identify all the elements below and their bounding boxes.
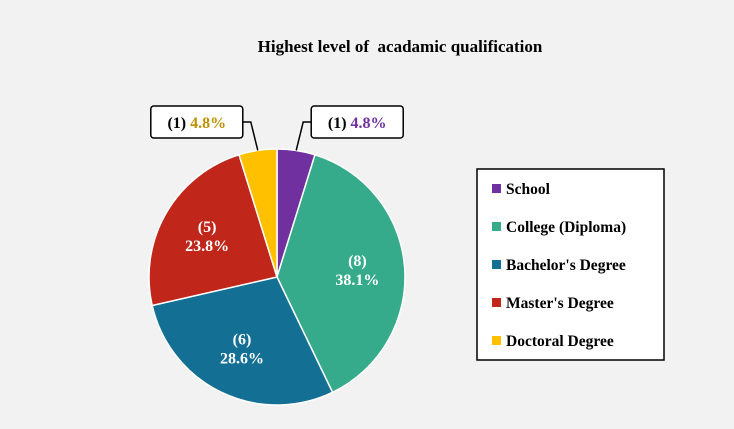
pie-slice-bachelor-s-degree [151, 276, 334, 406]
callout-doctoral-degree: (1) 4.8% [150, 105, 259, 151]
legend-swatch-college-diploma [492, 222, 501, 231]
legend-swatch-bachelor-s-degree [492, 260, 501, 269]
legend-item-doctoral-degree: Doctoral Degree [492, 333, 614, 350]
legend-label-master-s-degree: Master's Degree [506, 295, 614, 312]
svg-text:(1) 4.8%: (1) 4.8% [328, 115, 387, 132]
legend-swatch-master-s-degree [492, 298, 501, 307]
svg-text:(1) 4.8%: (1) 4.8% [167, 115, 226, 132]
data-label-master-s-degree: (5) 23.8% [185, 219, 229, 255]
pie-slice-doctoral-degree [238, 148, 278, 278]
chart-title: Highest level of acadamic qualification [258, 37, 543, 56]
legend: School College (Diploma) Bachelor's Degree… [476, 168, 665, 361]
pie-slice-master-s-degree [148, 153, 278, 307]
legend-swatch-doctoral-degree [492, 336, 501, 345]
legend-label-doctoral-degree: Doctoral Degree [506, 333, 614, 350]
data-label-bachelor-s-degree: (6) 28.6% [220, 332, 264, 368]
legend-swatch-school [492, 184, 501, 193]
legend-label-college-diploma: College (Diploma) [506, 219, 626, 236]
data-label-college-diploma: (8) 38.1% [335, 253, 379, 289]
legend-item-master-s-degree: Master's Degree [492, 295, 614, 312]
callout-school: (1) 4.8% [295, 105, 404, 151]
pie-slice-college-diploma [276, 153, 406, 394]
legend-item-bachelor-s-degree: Bachelor's Degree [492, 257, 626, 274]
legend-label-bachelor-s-degree: Bachelor's Degree [506, 257, 626, 274]
legend-item-school: School [492, 181, 551, 198]
legend-box [476, 168, 665, 361]
legend-item-college-diploma: College (Diploma) [492, 219, 626, 236]
legend-label-school: School [506, 181, 551, 198]
